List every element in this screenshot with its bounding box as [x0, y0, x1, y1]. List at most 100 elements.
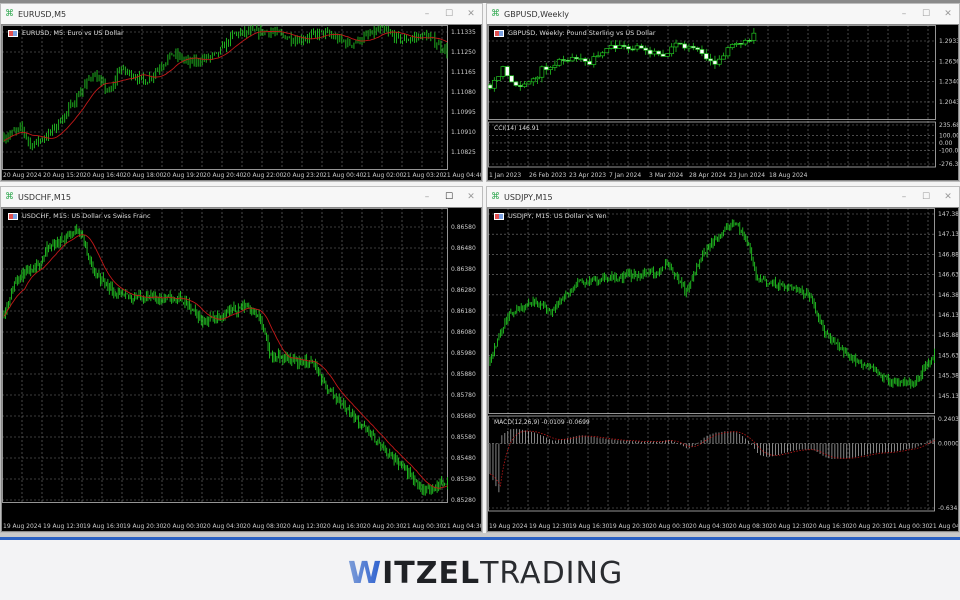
price-label: 1.10995: [451, 109, 476, 116]
chart-app-icon: ⌘: [5, 9, 14, 19]
price-label: 1.29330: [939, 38, 958, 45]
candle-body: [686, 45, 692, 49]
symbol-description: USDJPY, M15: US Dollar vs Yen: [508, 212, 607, 220]
window-title: USDCHF,M15: [18, 192, 71, 202]
candle-body: [721, 55, 726, 60]
close-button[interactable]: ✕: [467, 192, 475, 202]
candle-body: [703, 53, 709, 60]
minimize-button[interactable]: –: [901, 9, 907, 19]
price-chart[interactable]: 1.11335 1.11250 1.11165 1.11080 1.10995 1.109…: [1, 24, 482, 181]
chart-window-eurusd[interactable]: ⌘ EURUSD,M5 – ☐ ✕ 1.11335 1.11250 1.11165 1…: [0, 3, 483, 182]
window-titlebar[interactable]: ⌘ USDJPY,M15 – ☐ ✕: [487, 187, 959, 207]
candle-body: [617, 44, 623, 49]
price-label: 1.10910: [451, 129, 476, 136]
candle-body: [669, 46, 675, 55]
close-button[interactable]: ✕: [944, 192, 952, 202]
time-label: 20 Aug 18:00: [123, 172, 164, 179]
macd-signal-line: [489, 430, 935, 487]
price-label: 145.130: [938, 393, 958, 400]
price-label: 1.23400: [939, 79, 958, 86]
time-label: 20 Aug 20:40: [203, 172, 244, 179]
candle-body: [587, 60, 592, 65]
candle-body: [504, 66, 510, 77]
close-button[interactable]: ✕: [944, 9, 952, 19]
cci-indicator-label: CCI(14) 146.91: [494, 125, 540, 132]
candle-body: [652, 50, 657, 55]
maximize-button[interactable]: ☐: [921, 192, 931, 202]
time-label: 21 Aug 04:40: [443, 172, 481, 179]
indicator-level-label: -0.6345: [938, 505, 958, 512]
window-title: EURUSD,M5: [18, 9, 67, 19]
chart-app-icon: ⌘: [491, 192, 500, 202]
close-button[interactable]: ✕: [467, 9, 475, 19]
time-label: 7 Jan 2024: [609, 172, 641, 179]
minimize-button[interactable]: –: [424, 9, 430, 19]
price-label: 146.380: [938, 292, 958, 299]
time-label: 20 Aug 16:30: [323, 523, 364, 530]
time-label: 20 Aug 22:00: [243, 172, 284, 179]
candle-body: [742, 40, 748, 45]
chart-app-icon: ⌘: [5, 192, 14, 202]
price-label: 145.880: [938, 332, 958, 339]
time-label: 21 Aug 04:30: [443, 523, 481, 530]
price-chart[interactable]: 1.29330 1.26365 1.23400 1.20435 1 Jan 2023 26…: [487, 24, 959, 181]
time-label: 20 Aug 16:30: [809, 523, 850, 530]
candle-body: [613, 45, 618, 49]
time-label: 20 Aug 00:30: [163, 523, 204, 530]
time-label: 19 Aug 2024: [489, 523, 528, 530]
candle-body: [565, 59, 571, 62]
candle-body: [604, 48, 610, 54]
time-label: 20 Aug 08:30: [243, 523, 284, 530]
maximize-button[interactable]: ☐: [921, 9, 931, 19]
time-label: 20 Aug 2024: [3, 172, 42, 179]
main-pane-border: [488, 25, 936, 120]
price-label: 1.11080: [451, 89, 476, 96]
candle-body: [634, 45, 640, 50]
candle-body: [488, 84, 493, 89]
minimize-button[interactable]: –: [901, 192, 907, 202]
time-label: 19 Aug 12:30: [43, 523, 84, 530]
price-label: 0.85280: [451, 497, 476, 504]
price-label: 146.130: [938, 312, 958, 319]
maximize-button[interactable]: ☐: [444, 9, 454, 19]
price-label: 145.630: [938, 352, 958, 359]
price-label: 1.26365: [939, 58, 958, 65]
chart-window-usdjpy[interactable]: ⌘ USDJPY,M15 – ☐ ✕ 147.380 147.130 146.880…: [486, 186, 960, 533]
candle-body: [574, 57, 579, 60]
candle-body: [569, 57, 575, 62]
candle-body: [530, 78, 536, 83]
maximize-button[interactable]: ☐: [444, 192, 454, 202]
footer-banner: [0, 537, 960, 600]
window-titlebar[interactable]: ⌘ GBPUSD,Weekly – ☐ ✕: [487, 4, 959, 24]
time-label: 20 Aug 23:20: [283, 172, 324, 179]
flag-icon: [8, 29, 18, 37]
symbol-label: USDJPY, M15: US Dollar vs Yen: [494, 212, 607, 220]
price-chart[interactable]: 147.380 147.130 146.880 146.630 146.380 146.1…: [487, 207, 959, 532]
window-titlebar[interactable]: ⌘ EURUSD,M5 – ☐ ✕: [1, 4, 482, 24]
candle-body: [543, 66, 549, 70]
price-label: 146.630: [938, 272, 958, 279]
logo-part-light: TRADING: [480, 556, 624, 591]
price-label: 1.11250: [451, 49, 476, 56]
price-chart[interactable]: 0.86580 0.86480 0.86380 0.86280 0.86180 0.860…: [1, 207, 482, 532]
logo-part-bold: WITZEL: [348, 556, 481, 591]
chart-window-gbpusd[interactable]: ⌘ GBPUSD,Weekly – ☐ ✕ 1.29330 1.26365 1.23…: [486, 3, 960, 182]
candle-body: [496, 76, 502, 81]
minimize-button[interactable]: –: [424, 192, 430, 202]
time-label: 23 Jun 2024: [729, 172, 765, 179]
price-label: 0.85680: [451, 413, 476, 420]
candle-body: [729, 44, 735, 49]
candle-body: [513, 81, 519, 86]
candle-body: [725, 47, 731, 57]
candle-body: [517, 85, 523, 87]
candle-body: [647, 49, 653, 55]
price-label: 0.86580: [451, 224, 476, 231]
price-label: 147.380: [938, 211, 958, 218]
chart-window-usdchf[interactable]: ⌘ USDCHF,M15 – ☐ ✕ 0.86580 0.86480 0.86380…: [0, 186, 483, 533]
time-label: 20 Aug 04:30: [689, 523, 730, 530]
time-label: 20 Aug 20:30: [363, 523, 404, 530]
candle-body: [660, 53, 666, 57]
candle-body: [595, 55, 601, 58]
window-titlebar[interactable]: ⌘ USDCHF,M15 – ☐ ✕: [1, 187, 482, 207]
candle-body: [673, 42, 679, 48]
